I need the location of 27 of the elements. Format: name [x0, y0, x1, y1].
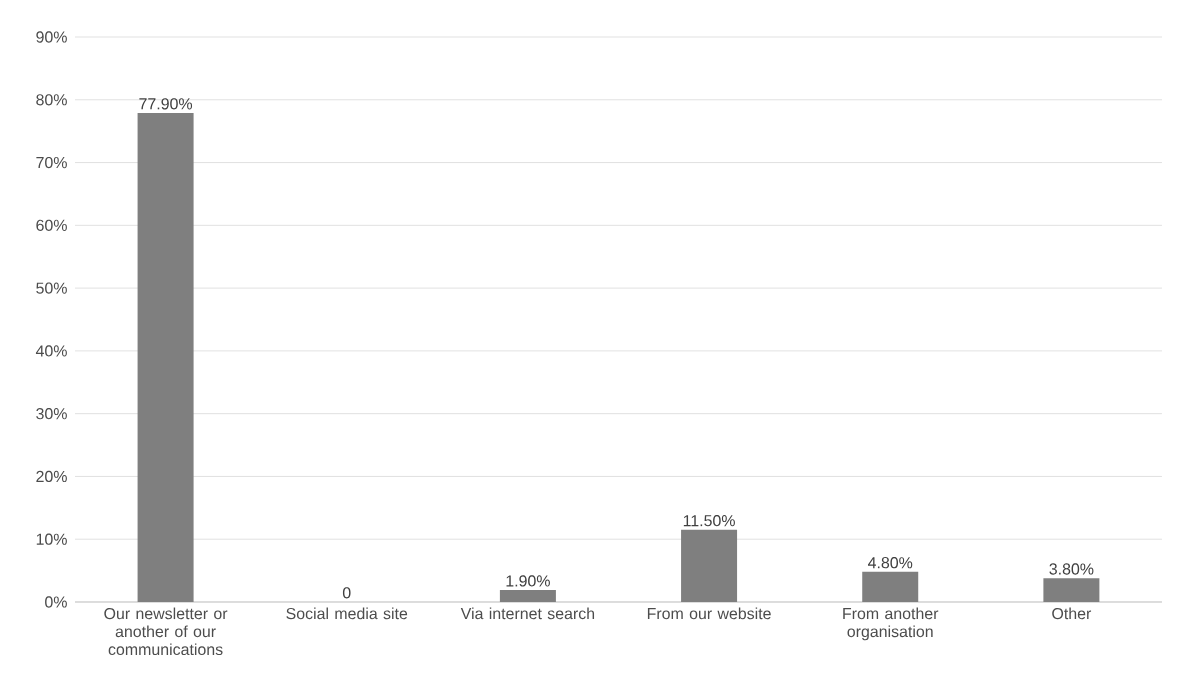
- data-label: 11.50%: [683, 515, 735, 527]
- y-tick-label: 60%: [36, 219, 67, 231]
- x-tick-label: From our website: [647, 607, 771, 620]
- bar: [681, 529, 738, 602]
- data-label: 1.90%: [506, 575, 550, 587]
- data-label: 4.80%: [867, 557, 913, 569]
- data-label: 77.90%: [139, 98, 193, 110]
- x-tick-label: Via internet search: [460, 607, 595, 620]
- data-label: 0: [342, 587, 351, 599]
- x-tick-label: Other: [1052, 607, 1092, 620]
- y-tick-label: 30%: [36, 408, 67, 420]
- bar: [499, 590, 556, 602]
- bar: [137, 112, 194, 602]
- x-tick-label: Social media site: [286, 607, 408, 620]
- y-tick-label: 40%: [35, 345, 67, 357]
- data-label: 3.80%: [1049, 563, 1094, 575]
- y-tick-label: 10%: [36, 533, 67, 545]
- y-tick-label: 90%: [36, 31, 67, 43]
- y-tick-label: 0%: [45, 596, 67, 608]
- x-tick-label: Our newsletter or another of our communications: [104, 607, 228, 656]
- y-tick-label: 80%: [36, 94, 67, 106]
- x-tick-label: From another organisation: [843, 607, 939, 641]
- y-tick-label: 70%: [36, 156, 67, 169]
- bar: [862, 571, 919, 602]
- y-tick-label: 20%: [36, 470, 67, 483]
- y-tick-label: 50%: [36, 282, 67, 294]
- bar: [1043, 578, 1100, 602]
